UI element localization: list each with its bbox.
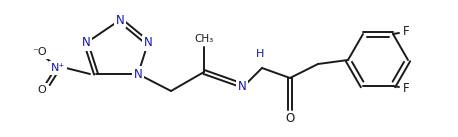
Text: F: F <box>403 82 409 95</box>
Text: N⁺: N⁺ <box>51 63 65 73</box>
Text: H: H <box>256 49 264 59</box>
Text: O: O <box>285 112 294 125</box>
Text: CH₃: CH₃ <box>194 34 213 44</box>
Text: H: H <box>254 53 262 63</box>
Text: N: N <box>115 14 125 26</box>
Text: N: N <box>134 68 142 81</box>
Text: N: N <box>238 79 246 92</box>
Text: N: N <box>144 36 153 49</box>
Text: N: N <box>82 36 90 49</box>
Text: F: F <box>403 25 409 38</box>
Text: O: O <box>38 85 46 95</box>
Text: ⁻O: ⁻O <box>33 47 47 57</box>
